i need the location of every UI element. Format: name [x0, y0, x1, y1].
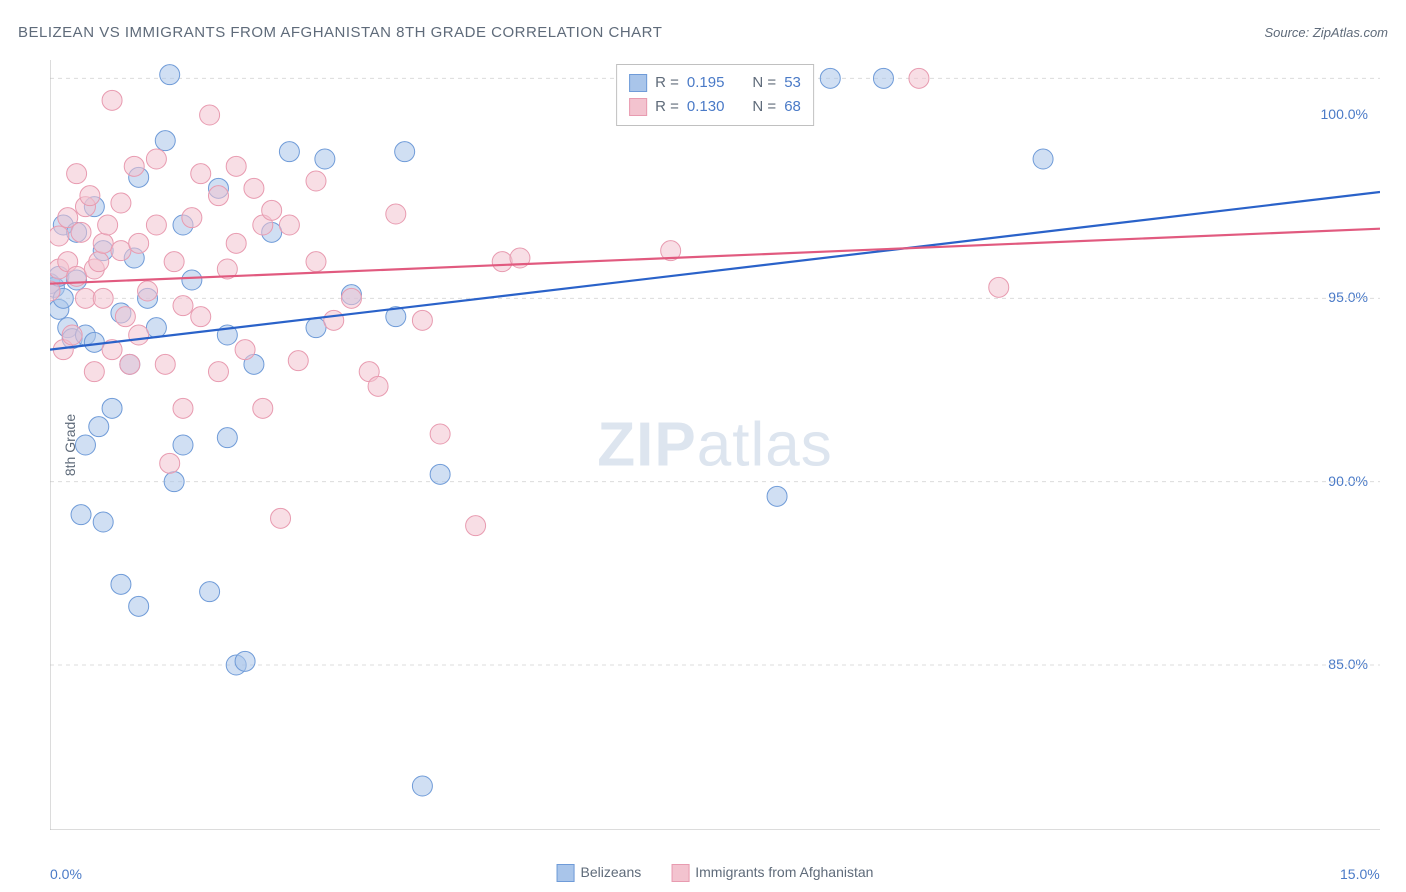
- header: BELIZEAN VS IMMIGRANTS FROM AFGHANISTAN …: [18, 20, 1388, 44]
- x-tick-label: 15.0%: [1340, 866, 1380, 882]
- stats-n-value-b: 68: [784, 95, 801, 119]
- legend-swatch-b: [671, 864, 689, 882]
- stats-swatch-b: [629, 98, 647, 116]
- legend-swatch-a: [557, 864, 575, 882]
- x-tick-label: 0.0%: [50, 866, 82, 882]
- stats-r-label: R =: [655, 95, 679, 119]
- stats-row-series-a: R = 0.195 N = 53: [629, 71, 801, 95]
- correlation-stats-box: R = 0.195 N = 53 R = 0.130 N = 68: [616, 64, 814, 126]
- stats-n-value-a: 53: [784, 71, 801, 95]
- plot-area: 8th Grade ZIPatlas R = 0.195 N = 53 R = …: [50, 60, 1380, 830]
- chart-svg: [50, 60, 1380, 830]
- stats-r-value-b: 0.130: [687, 95, 725, 119]
- stats-r-label: R =: [655, 71, 679, 95]
- chart-container: BELIZEAN VS IMMIGRANTS FROM AFGHANISTAN …: [0, 0, 1406, 892]
- bottom-legend: Belizeans Immigrants from Afghanistan: [557, 864, 874, 882]
- stats-n-label: N =: [752, 71, 776, 95]
- source-attribution: Source: ZipAtlas.com: [1264, 25, 1388, 40]
- legend-item-a: Belizeans: [557, 864, 642, 882]
- legend-label-b: Immigrants from Afghanistan: [695, 864, 873, 880]
- stats-r-value-a: 0.195: [687, 71, 725, 95]
- stats-n-label: N =: [752, 95, 776, 119]
- legend-label-a: Belizeans: [581, 864, 642, 880]
- stats-row-series-b: R = 0.130 N = 68: [629, 95, 801, 119]
- chart-title: BELIZEAN VS IMMIGRANTS FROM AFGHANISTAN …: [18, 24, 662, 41]
- stats-swatch-a: [629, 74, 647, 92]
- legend-item-b: Immigrants from Afghanistan: [671, 864, 873, 882]
